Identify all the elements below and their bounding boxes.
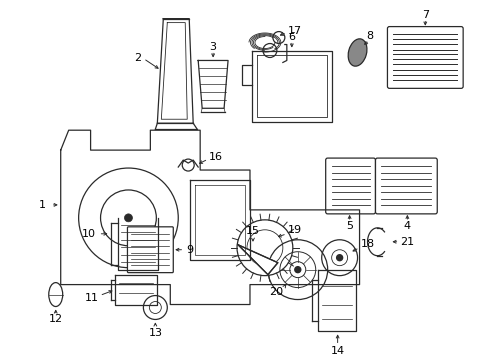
FancyBboxPatch shape — [375, 158, 436, 214]
Circle shape — [124, 214, 132, 222]
Text: 8: 8 — [365, 31, 372, 41]
Text: 20: 20 — [268, 287, 283, 297]
Text: 19: 19 — [287, 225, 301, 235]
Text: 7: 7 — [421, 10, 428, 20]
Text: 17: 17 — [287, 26, 301, 36]
Text: 5: 5 — [346, 221, 352, 231]
Ellipse shape — [347, 39, 366, 66]
Text: 12: 12 — [49, 314, 62, 324]
Text: 1: 1 — [39, 200, 46, 210]
FancyBboxPatch shape — [386, 27, 462, 88]
Text: 3: 3 — [209, 41, 216, 51]
Text: 10: 10 — [81, 229, 96, 239]
Text: 4: 4 — [403, 221, 410, 231]
Text: 11: 11 — [84, 293, 99, 302]
FancyBboxPatch shape — [127, 227, 173, 273]
Text: 16: 16 — [209, 152, 223, 162]
Ellipse shape — [49, 283, 62, 306]
Text: 14: 14 — [330, 346, 344, 356]
FancyBboxPatch shape — [325, 158, 375, 214]
Circle shape — [336, 255, 342, 261]
Text: 15: 15 — [245, 226, 260, 236]
Circle shape — [294, 267, 300, 273]
Polygon shape — [238, 245, 277, 275]
Text: 6: 6 — [288, 32, 295, 41]
Text: 21: 21 — [400, 237, 414, 247]
Text: 2: 2 — [134, 54, 141, 63]
Text: 18: 18 — [360, 239, 374, 249]
Text: 9: 9 — [186, 245, 193, 255]
Text: 13: 13 — [148, 328, 162, 338]
